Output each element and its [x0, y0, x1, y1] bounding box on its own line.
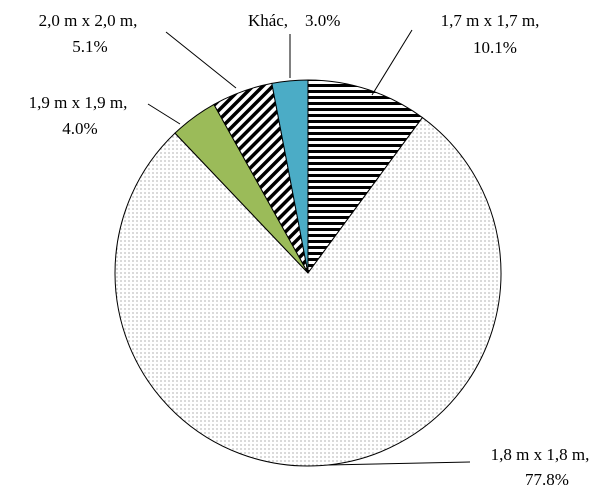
leader-line: [165, 31, 237, 89]
pie-slice: [114, 116, 502, 467]
leader-line: [147, 103, 181, 125]
leader-line: [327, 461, 471, 466]
pie-slice: [271, 79, 309, 274]
slice-category-label: 1,9 m x 1,9 m,: [29, 93, 128, 112]
pie-slice: [307, 79, 424, 275]
slice-category-label: Khác,: [248, 11, 288, 30]
slice-value-label: 4.0%: [62, 119, 97, 138]
slice-value-label: 77.8%: [525, 470, 569, 489]
slice-category-label: 1,7 m x 1,7 m,: [441, 11, 540, 30]
slice-category-label: 1,8 m x 1,8 m,: [491, 445, 590, 464]
slice-value-label: 3.0%: [305, 11, 340, 30]
leader-line: [371, 29, 413, 96]
slice-value-label: 5.1%: [72, 37, 107, 56]
slice-category-label: 2,0 m x 2,0 m,: [39, 11, 138, 30]
slice-value-label: 10.1%: [473, 38, 517, 57]
